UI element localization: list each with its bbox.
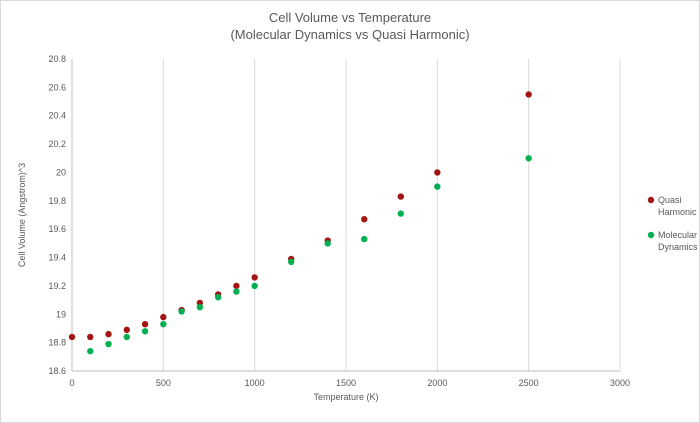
y-tick-label: 20.6 <box>48 82 66 92</box>
data-point <box>178 308 185 315</box>
data-point <box>324 240 331 247</box>
data-point <box>68 333 76 341</box>
tick-labels: 0 500 1000 1500 2000 2500 3000 18.6 18.8 19 19.2 19… <box>48 54 630 388</box>
legend-marker-quasi-harmonic <box>647 196 655 204</box>
data-point <box>288 258 295 265</box>
data-point <box>123 333 130 341</box>
data-point <box>251 274 258 281</box>
x-tick-label: 2500 <box>519 378 539 388</box>
data-point <box>141 328 149 335</box>
axes <box>71 59 620 372</box>
y-tick-label: 20.8 <box>48 54 66 64</box>
data-point <box>160 313 167 321</box>
y-tick-label: 20.4 <box>48 111 66 121</box>
x-tick-label: 3000 <box>610 378 630 388</box>
x-axis-label: Temperature (K) <box>313 392 378 402</box>
grid-lines <box>162 59 621 371</box>
x-tick-label: 1500 <box>336 378 356 388</box>
data-point <box>160 321 167 328</box>
data-point <box>397 210 404 217</box>
y-tick-label: 18.8 <box>48 338 66 348</box>
x-tick-label: 0 <box>69 378 74 388</box>
data-point <box>123 326 130 334</box>
data-point <box>361 216 368 223</box>
y-tick-label: 19 <box>56 309 66 319</box>
x-tick-label: 1000 <box>245 378 265 388</box>
x-tick-label: 500 <box>156 378 171 388</box>
x-tick-label: 2000 <box>427 378 447 388</box>
data-point <box>434 169 441 176</box>
legend-marker-molecular-dynamics <box>647 231 655 239</box>
legend-label-md-line2: Dynamics <box>658 242 698 252</box>
y-tick-label: 19.4 <box>48 253 66 263</box>
y-tick-label: 19.8 <box>48 196 66 206</box>
data-point <box>434 183 441 190</box>
data-points <box>68 91 532 355</box>
legend: Quasi Harmonic Molecular Dynamics <box>647 195 698 252</box>
data-point <box>87 333 94 341</box>
y-tick-label: 20.2 <box>48 139 66 149</box>
legend-label-quasi-line2: Harmonic <box>658 207 697 217</box>
legend-label-md-line1: Molecular <box>658 230 697 240</box>
y-tick-label: 20 <box>56 167 66 177</box>
data-point <box>196 303 204 311</box>
data-point <box>233 282 240 290</box>
data-point <box>361 235 368 243</box>
data-point <box>251 282 258 290</box>
data-point <box>87 347 94 355</box>
y-tick-label: 19.6 <box>48 224 66 234</box>
legend-label-quasi-line1: Quasi <box>658 195 682 205</box>
data-point <box>233 288 240 295</box>
data-point <box>525 155 532 162</box>
chart-title-line2: (Molecular Dynamics vs Quasi Harmonic) <box>230 27 469 42</box>
data-point <box>397 193 404 200</box>
y-tick-label: 18.6 <box>48 366 66 376</box>
data-point <box>105 330 112 338</box>
chart-title-line1: Cell Volume vs Temperature <box>269 10 431 25</box>
data-point <box>105 340 112 348</box>
y-tick-label: 19.2 <box>48 281 66 291</box>
y-axis-label: Cell Volume (Angstrom)^3 <box>17 163 27 267</box>
data-point <box>141 321 149 328</box>
data-point <box>525 91 532 98</box>
data-point <box>214 294 222 301</box>
